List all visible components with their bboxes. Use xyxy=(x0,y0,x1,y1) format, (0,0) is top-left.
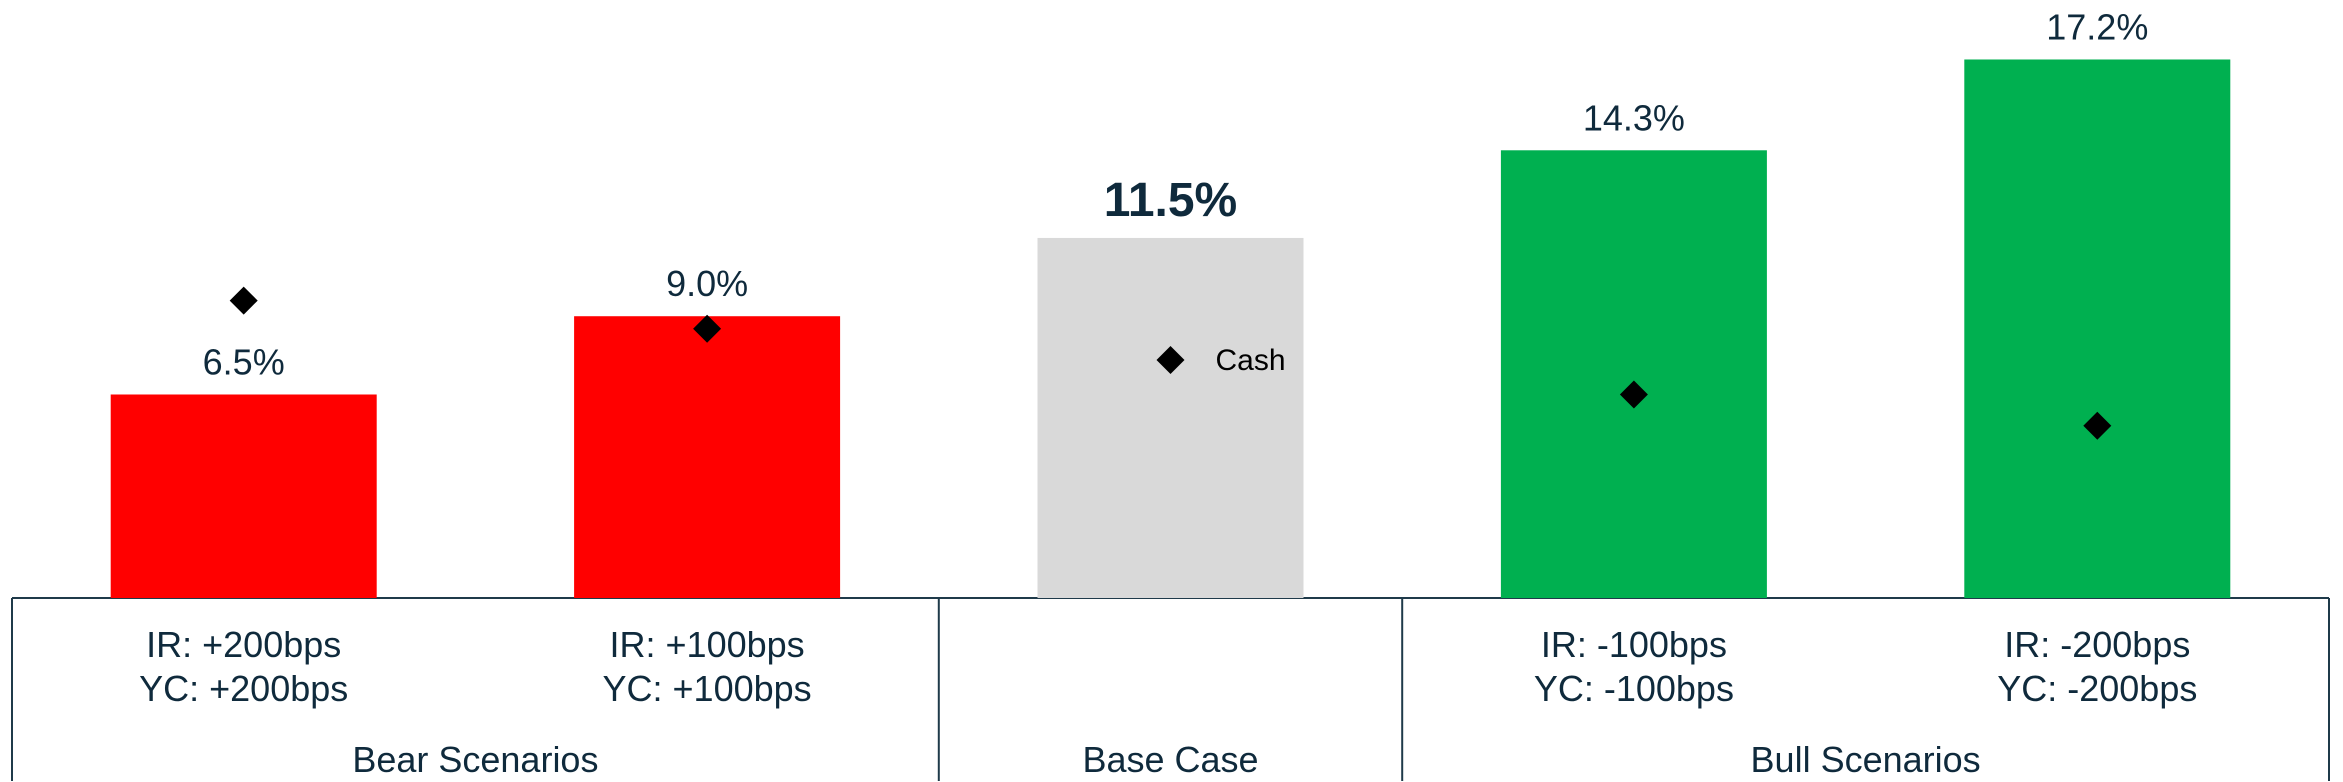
data-label: 6.5% xyxy=(203,341,285,382)
group-label: Bear Scenarios xyxy=(352,739,598,780)
bar xyxy=(110,394,377,598)
bar xyxy=(574,316,841,598)
marker xyxy=(229,286,258,315)
data-label: 9.0% xyxy=(666,263,748,304)
x-tick-label: YC: -100bps xyxy=(1534,668,1734,709)
marker xyxy=(1619,380,1648,409)
group-label: Bull Scenarios xyxy=(1751,739,1981,780)
bar xyxy=(1500,150,1767,599)
x-tick-label: IR: +100bps xyxy=(610,624,805,665)
data-label: 11.5% xyxy=(1104,174,1237,227)
legend-label: Cash xyxy=(1216,344,1286,377)
bar xyxy=(1964,59,2231,598)
x-tick-label: YC: -200bps xyxy=(1997,668,2197,709)
marker xyxy=(693,314,722,343)
marker xyxy=(2083,411,2112,440)
x-tick-label: YC: +200bps xyxy=(139,668,348,709)
bar xyxy=(1037,237,1304,599)
x-tick-label: YC: +100bps xyxy=(603,668,812,709)
data-label: 14.3% xyxy=(1583,97,1685,138)
x-tick-label: IR: +200bps xyxy=(146,624,341,665)
x-tick-label: IR: -200bps xyxy=(2004,624,2190,665)
marker xyxy=(1156,346,1185,375)
x-tick-label: IR: -100bps xyxy=(1541,624,1727,665)
data-label: 17.2% xyxy=(2046,6,2148,47)
group-label: Base Case xyxy=(1082,739,1258,780)
